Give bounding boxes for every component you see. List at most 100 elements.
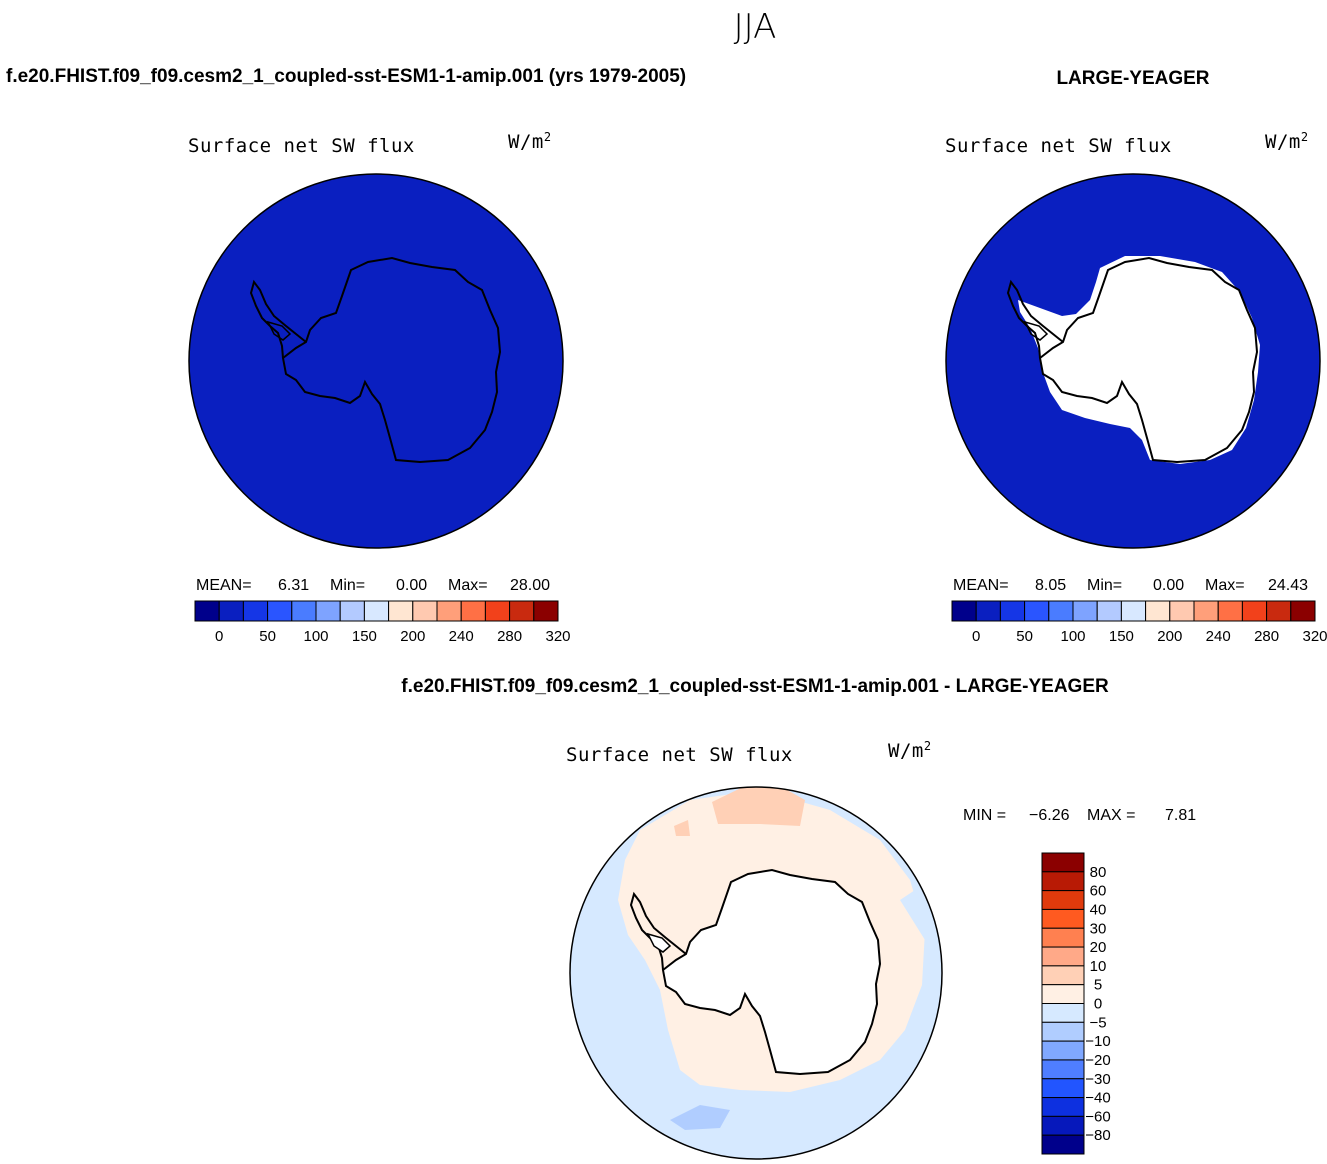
colorbar-swatch [1041, 1021, 1085, 1042]
colorbar-tick-label: 240 [1206, 628, 1231, 645]
colorbar-swatch [1041, 852, 1085, 873]
colorbar-swatch [1193, 600, 1219, 622]
colorbar-swatch [1290, 600, 1316, 622]
min-value: 0.00 [396, 577, 427, 594]
colorbar-tick-label: 240 [449, 628, 474, 645]
colorbar-left: 0 50 100 150 200 240 280 320 [194, 600, 571, 645]
colorbar-swatch [1041, 927, 1085, 948]
colorbar-tick-label: 280 [497, 628, 522, 645]
colorbar-tick-label: 150 [1109, 628, 1134, 645]
colorbar-swatch [484, 600, 511, 622]
colorbar-tick-label: −60 [1085, 1108, 1110, 1125]
units-base: W/m [1265, 131, 1301, 153]
colorbar-tick-label: 280 [1254, 628, 1279, 645]
colorbar-swatch [1120, 600, 1147, 622]
colorbar-swatch [1041, 1059, 1085, 1080]
max-label: Max= [1205, 577, 1245, 594]
colorbar-swatch [1041, 908, 1085, 929]
colorbar-swatch [388, 600, 414, 622]
mean-label: MEAN= [953, 577, 1009, 594]
colorbar-tick-label: −20 [1085, 1052, 1110, 1069]
panel-diff-title: f.e20.FHIST.f09_f09.cesm2_1_coupled-sst-… [401, 676, 1109, 697]
mean-value: 6.31 [278, 577, 309, 594]
colorbar-swatch [1169, 600, 1195, 622]
colorbar-tick-label: 20 [1090, 939, 1107, 956]
panel-right-title: LARGE-YEAGER [1056, 68, 1209, 89]
min-label: MIN = [963, 807, 1006, 824]
units-base: W/m [508, 131, 544, 153]
colorbar-swatch [291, 600, 317, 622]
colorbar-swatch [315, 600, 341, 622]
units-exponent: 2 [544, 130, 552, 144]
colorbar-tick-label: 100 [1060, 628, 1085, 645]
colorbar-tick-label: −10 [1085, 1033, 1110, 1050]
colorbar-swatch [242, 600, 269, 622]
colorbar-tick-label: 200 [1157, 628, 1182, 645]
units-exponent: 2 [1301, 130, 1309, 144]
colorbar-swatch [1041, 871, 1085, 892]
colorbar-swatch [412, 600, 438, 622]
colorbar-tick-label: 0 [1094, 996, 1102, 1013]
min-label: Min= [330, 577, 365, 594]
colorbar-swatch [1041, 946, 1085, 967]
colorbar-swatch [267, 600, 293, 622]
units-label: W/m2 [1265, 130, 1309, 153]
colorbar-swatch [1041, 984, 1085, 1004]
units-label: W/m2 [888, 739, 932, 762]
mean-value: 8.05 [1035, 577, 1066, 594]
colorbar-swatch [1217, 600, 1243, 622]
colorbar-tick-label: 30 [1090, 920, 1107, 937]
colorbar-tick-label: 320 [545, 628, 570, 645]
colorbar-tick-label: 100 [303, 628, 328, 645]
colorbar-swatch [1041, 890, 1085, 910]
colorbar-swatch [1041, 1097, 1085, 1117]
panel-right: Surface net SW flux W/m2 MEAN= 8.05 Min=… [945, 130, 1327, 645]
mean-label: MEAN= [196, 577, 252, 594]
variable-label: Surface net SW flux [566, 744, 793, 766]
colorbar-tick-label: 80 [1090, 864, 1107, 881]
colorbar-swatch [218, 600, 244, 622]
panel-diff: Surface net SW flux W/m2 MIN = −6.26 MAX [566, 739, 1196, 1160]
colorbar-swatch [951, 600, 977, 622]
panel-left: Surface net SW flux W/m2 MEAN= 6.31 Min=… [188, 130, 571, 645]
colorbar-right: 0 50 100 150 200 240 280 320 [951, 600, 1327, 645]
colorbar-tick-label: −30 [1085, 1071, 1110, 1088]
units-exponent: 2 [924, 739, 932, 753]
colorbar-swatch [460, 600, 486, 622]
map-left [188, 173, 564, 549]
colorbar-swatch [1145, 600, 1171, 622]
colorbar-tick-label: 200 [400, 628, 425, 645]
colorbar-swatch [1024, 600, 1050, 622]
variable-label: Surface net SW flux [945, 135, 1172, 157]
colorbar-swatch [1041, 1040, 1085, 1061]
panel-left-title: f.e20.FHIST.f09_f09.cesm2_1_coupled-sst-… [6, 66, 686, 87]
colorbar-swatch [194, 600, 220, 622]
max-value: 28.00 [510, 577, 550, 594]
colorbar-swatch [1041, 1078, 1085, 1099]
max-label: MAX = [1087, 807, 1135, 824]
colorbar-tick-label: −80 [1085, 1127, 1110, 1144]
colorbar-swatch [1096, 600, 1122, 622]
max-label: Max= [448, 577, 488, 594]
max-value: 7.81 [1165, 807, 1196, 824]
colorbar-tick-label: 50 [259, 628, 276, 645]
stats-line: MEAN= 6.31 Min= 0.00 Max= 28.00 [196, 577, 550, 594]
colorbar-tick-label: −40 [1085, 1090, 1110, 1107]
colorbar-swatch [1041, 1115, 1085, 1136]
colorbar-tick-label: 320 [1302, 628, 1327, 645]
colorbar-swatch [1041, 965, 1085, 986]
colorbar-tick-label: −5 [1089, 1014, 1106, 1031]
min-label: Min= [1087, 577, 1122, 594]
colorbar-swatch [975, 600, 1001, 622]
variable-label: Surface net SW flux [188, 135, 415, 157]
colorbar-swatch [509, 600, 535, 622]
units-base: W/m [888, 740, 924, 762]
min-value: −6.26 [1029, 807, 1070, 824]
colorbar-tick-label: 40 [1090, 901, 1107, 918]
colorbar-swatch [1041, 1134, 1085, 1155]
max-value: 24.43 [1268, 577, 1308, 594]
stats-line: MEAN= 8.05 Min= 0.00 Max= 24.43 [953, 577, 1308, 594]
colorbar-swatch [339, 600, 365, 622]
units-label: W/m2 [508, 130, 552, 153]
